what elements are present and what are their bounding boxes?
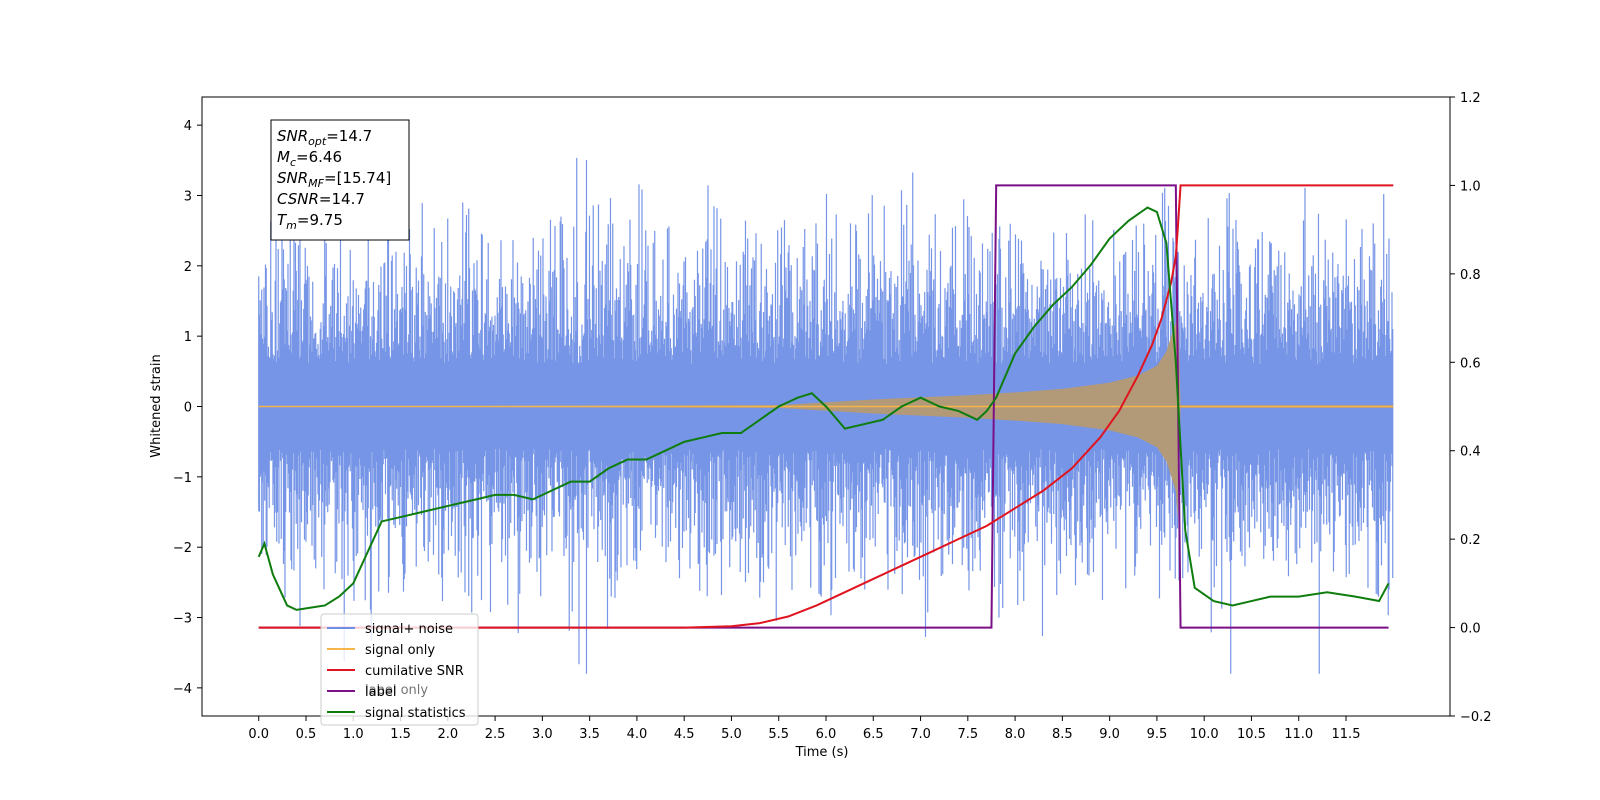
x-tick-label: 3.5 [579,727,600,742]
annotation-box: SNRopt=14.7Mc=6.46SNRMF=[15.74]CSNR=14.7… [270,119,410,241]
x-tick-label: 2.5 [485,727,506,742]
x-tick-label: 8.5 [1052,727,1073,742]
legend-label: signal+ noise [365,622,453,637]
y-tick-label: −3 [173,612,192,627]
y-axis: −4 −3 −2 −1 0 1 2 3 4 [173,119,202,697]
x-tick-label: 10.5 [1237,727,1266,742]
annotation-line: Mc=6.46 [277,148,342,169]
legend-ghost-text: label only [365,683,428,698]
y-tick-label: 0 [184,401,192,416]
x-tick-label: 2.0 [437,727,458,742]
x-tick-label: 7.5 [957,727,978,742]
annotation-line: SNRopt=14.7 [277,127,372,148]
x-tick-label: 5.0 [721,727,742,742]
y-axis-title: Whitened strain [149,354,164,457]
plot-series-group [257,157,1394,674]
legend-frame [320,613,479,726]
y2-tick-label: 0.8 [1460,268,1481,283]
x-tick-label: 6.5 [863,727,884,742]
y-tick-label: −4 [173,682,192,697]
y-tick-label: 1 [184,330,192,345]
annotation-line: CSNR=14.7 [277,190,365,208]
annotation-line: Tm=9.75 [277,211,343,232]
x-tick-label: 4.5 [674,727,695,742]
x-tick-label: 1.5 [390,727,411,742]
annotation-line: SNRMF=[15.74] [277,169,391,190]
annotation-frame [270,119,410,241]
legend-label: signal statistics [365,706,466,721]
x-tick-label: 8.0 [1005,727,1026,742]
x-tick-label: 3.0 [532,727,553,742]
y2-tick-label: 0.0 [1460,622,1481,637]
y2-tick-label: 0.4 [1460,445,1481,460]
legend-label: label [365,685,396,700]
x-tick-label: 11.5 [1332,727,1361,742]
y-tick-label: 4 [184,119,192,134]
y2-tick-label: −0.2 [1460,710,1492,725]
y-tick-label: −2 [173,541,192,556]
x-tick-label: 10.0 [1190,727,1219,742]
y-tick-label: 3 [184,189,192,204]
x-tick-label: 9.5 [1147,727,1168,742]
x-axis-title: Time (s) [795,745,849,760]
series-signal-statistics-line [257,206,1390,611]
y-tick-label: −1 [173,471,192,486]
x-axis: 0.0 0.5 1.0 1.5 2.0 2.5 3.0 3.5 4.0 4.5 5.0 5.5 6.0 6… [248,716,1360,742]
y2-tick-label: 1.0 [1460,179,1481,194]
legend-label: signal only [365,643,435,658]
y2-tick-label: 1.2 [1460,91,1481,106]
x-tick-label: 5.5 [768,727,789,742]
x-tick-label: 4.0 [627,727,648,742]
y-tick-label: 2 [184,260,192,275]
x-tick-label: 9.0 [1099,727,1120,742]
legend: label only signal+ noise signal only cumila… [320,613,479,726]
y2-tick-label: 0.2 [1460,533,1481,548]
x-tick-label: 6.0 [816,727,837,742]
plot-area [257,157,1394,674]
y2-axis: −0.2 0.0 0.2 0.4 0.6 0.8 1.0 1.2 [1450,91,1492,725]
series-label-line [258,184,1389,629]
x-tick-label: 0.0 [248,727,269,742]
x-tick-label: 11.0 [1284,727,1313,742]
x-tick-label: 7.0 [910,727,931,742]
y2-tick-label: 0.6 [1460,356,1481,371]
x-tick-label: 1.0 [343,727,364,742]
legend-label: cumilative SNR [365,664,464,679]
x-tick-label: 0.5 [296,727,317,742]
series-cumulative-snr-line [258,184,1394,629]
